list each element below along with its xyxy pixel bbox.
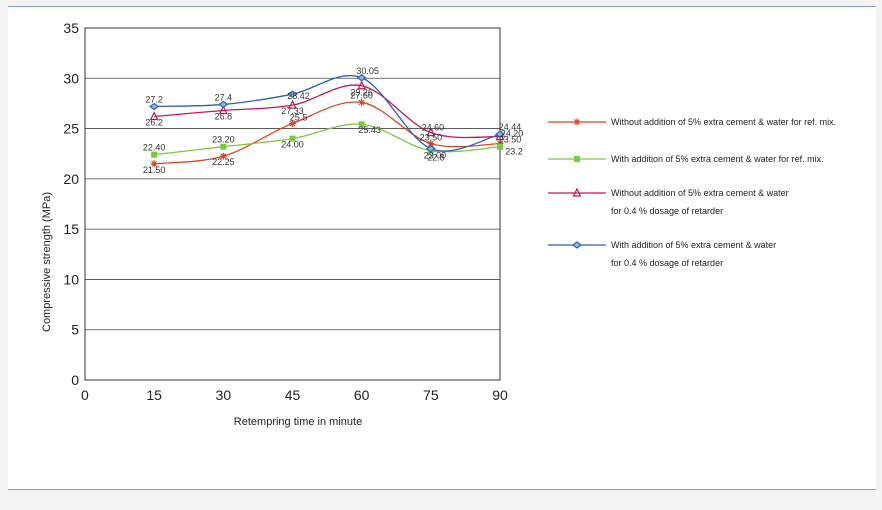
data-label: 27.2 bbox=[145, 94, 163, 104]
data-point bbox=[425, 144, 436, 153]
x-tick-label: 45 bbox=[285, 387, 301, 403]
data-point bbox=[288, 99, 297, 109]
data-point bbox=[357, 80, 367, 90]
plot-frame bbox=[84, 27, 501, 381]
data-label: 25.43 bbox=[358, 125, 381, 135]
series-line bbox=[154, 84, 501, 139]
y-tick-label: 30 bbox=[63, 70, 79, 86]
y-tick-label: 15 bbox=[63, 221, 79, 237]
data-label: 22.8 bbox=[427, 153, 445, 163]
x-tick-label: 15 bbox=[146, 387, 162, 403]
data-point bbox=[289, 135, 296, 142]
data-point bbox=[356, 74, 367, 82]
x-tick-label: 75 bbox=[423, 387, 439, 403]
y-tick-label: 5 bbox=[71, 322, 79, 338]
data-label: 27.4 bbox=[215, 92, 233, 102]
data-point bbox=[287, 90, 298, 98]
data-point bbox=[220, 143, 227, 150]
legend-label: for 0.4 % dosage of retarder bbox=[611, 258, 723, 268]
y-tick-label: 35 bbox=[63, 20, 79, 36]
series-line bbox=[154, 101, 501, 165]
legend-item: Without addition of 5% extra cement & wa… bbox=[548, 117, 836, 127]
data-label: 22.25 bbox=[212, 157, 235, 167]
data-point bbox=[495, 130, 505, 138]
legend-label: Without addition of 5% extra cement & wa… bbox=[611, 117, 836, 127]
legend-label: With addition of 5% extra cement & water… bbox=[611, 154, 824, 164]
y-axis-title: Compressive strength (MPa) bbox=[41, 192, 53, 332]
data-label: 22.40 bbox=[143, 143, 166, 153]
series-lines bbox=[149, 74, 505, 168]
legend-label: for 0.4 % dosage of retarder bbox=[611, 206, 723, 216]
legend-item: Without addition of 5% extra cement & wa… bbox=[548, 187, 789, 216]
legend-item: With addition of 5% extra cement & water… bbox=[548, 154, 824, 164]
series-line bbox=[154, 75, 501, 152]
data-labels: 21.50 22.25 25.5 27.60 23.50 23.50 22.40 23.20 2… bbox=[143, 66, 523, 175]
data-label: 21.50 bbox=[143, 165, 166, 175]
data-label: 30.05 bbox=[356, 66, 379, 76]
x-tick-label: 30 bbox=[216, 387, 232, 403]
data-label: 29.26 bbox=[350, 88, 373, 98]
legend-label: Without addition of 5% extra cement & wa… bbox=[611, 188, 789, 198]
x-axis-title: Retempring time in minute bbox=[234, 416, 362, 428]
data-point bbox=[358, 121, 365, 128]
data-point bbox=[151, 151, 158, 158]
legend-marker bbox=[573, 118, 581, 126]
y-tick-label: 0 bbox=[71, 372, 79, 388]
data-label: 24.20 bbox=[501, 129, 524, 139]
data-label: 24.00 bbox=[281, 140, 304, 150]
data-label: 23.50 bbox=[420, 133, 443, 143]
data-label: 24.60 bbox=[422, 123, 445, 133]
data-point bbox=[426, 127, 436, 137]
legend: Without addition of 5% extra cement & wa… bbox=[548, 117, 836, 268]
data-point bbox=[218, 100, 229, 109]
data-point bbox=[218, 105, 228, 115]
x-tick-label: 90 bbox=[492, 387, 508, 403]
data-point bbox=[427, 140, 435, 148]
y-tick-label: 20 bbox=[63, 171, 79, 187]
data-label: 26.2 bbox=[145, 118, 163, 128]
data-label: 24.44 bbox=[499, 122, 522, 132]
data-point bbox=[496, 140, 504, 148]
data-label: 26.8 bbox=[215, 111, 233, 121]
x-tick-label: 0 bbox=[81, 387, 89, 403]
data-label: 27.60 bbox=[350, 90, 373, 100]
data-label: 27.33 bbox=[281, 106, 304, 116]
data-point bbox=[358, 98, 366, 106]
axes bbox=[84, 27, 501, 381]
legend-label: With addition of 5% extra cement & water bbox=[611, 240, 776, 250]
data-point bbox=[497, 143, 503, 150]
data-label: 25.5 bbox=[290, 113, 308, 123]
data-label: 23.50 bbox=[499, 135, 522, 145]
x-tick-label: 60 bbox=[354, 387, 370, 403]
data-label: 28.42 bbox=[287, 91, 310, 101]
data-point bbox=[289, 120, 296, 128]
y-tick-label: 10 bbox=[63, 271, 79, 287]
legend-marker bbox=[574, 156, 580, 162]
x-tick-labels: 0 15 30 45 60 75 90 bbox=[81, 387, 508, 403]
data-point bbox=[150, 160, 158, 168]
data-label: 23.20 bbox=[212, 135, 235, 145]
data-label: 23.00 bbox=[424, 151, 447, 161]
legend-marker bbox=[572, 241, 582, 249]
y-tick-labels: 0 5 10 15 20 25 30 35 bbox=[63, 20, 79, 388]
data-point bbox=[149, 102, 160, 111]
legend-marker bbox=[572, 187, 582, 197]
y-tick-label: 25 bbox=[63, 121, 79, 137]
legend-item: With addition of 5% extra cement & water… bbox=[548, 240, 776, 268]
data-point bbox=[219, 152, 227, 160]
data-label: 23.2 bbox=[505, 147, 523, 157]
data-point bbox=[149, 111, 159, 121]
series-line bbox=[154, 123, 501, 156]
paper-background bbox=[8, 6, 876, 490]
